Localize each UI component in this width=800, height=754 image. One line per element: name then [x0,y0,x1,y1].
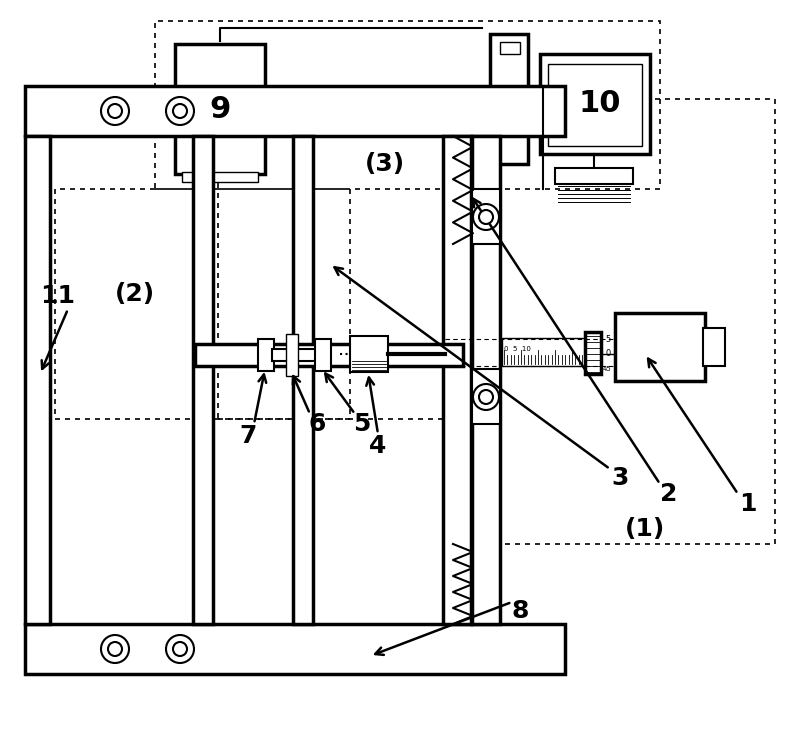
Polygon shape [315,339,331,371]
Text: 2: 2 [660,482,678,506]
Polygon shape [585,332,601,374]
Polygon shape [293,136,313,624]
Polygon shape [472,369,500,424]
Polygon shape [193,136,213,624]
Text: 5: 5 [605,336,610,345]
Circle shape [479,390,493,404]
Polygon shape [25,624,565,674]
Polygon shape [195,344,463,366]
Polygon shape [350,336,388,372]
Polygon shape [555,168,633,184]
Text: (2): (2) [115,282,155,306]
Circle shape [173,642,187,656]
Text: 0  5  10: 0 5 10 [504,346,531,352]
Text: 1: 1 [739,492,757,516]
Polygon shape [182,172,258,182]
Text: 4: 4 [370,434,386,458]
Text: 5: 5 [354,412,370,436]
Polygon shape [548,64,642,146]
Circle shape [101,635,129,663]
Text: 9: 9 [210,94,230,124]
Text: 6: 6 [308,412,326,436]
Polygon shape [540,54,650,154]
Polygon shape [472,189,500,244]
Circle shape [108,104,122,118]
Polygon shape [25,86,565,136]
Text: (1): (1) [625,517,665,541]
Polygon shape [25,136,50,624]
Text: 3: 3 [611,466,629,490]
Circle shape [473,204,499,230]
Circle shape [101,97,129,125]
Circle shape [166,635,194,663]
Circle shape [166,97,194,125]
Polygon shape [286,334,298,376]
Text: (3): (3) [365,152,405,176]
Polygon shape [490,34,528,164]
Polygon shape [500,42,520,54]
Circle shape [473,384,499,410]
Polygon shape [258,339,274,371]
Polygon shape [272,349,317,361]
Circle shape [479,210,493,224]
Text: 7: 7 [239,424,257,448]
Text: 8: 8 [511,599,529,623]
Polygon shape [502,338,587,366]
Circle shape [173,104,187,118]
Polygon shape [472,136,500,624]
Text: 45: 45 [603,366,612,372]
Polygon shape [175,44,265,174]
Polygon shape [615,313,705,381]
Polygon shape [443,136,471,624]
Circle shape [108,642,122,656]
Text: 11: 11 [41,284,75,308]
Text: 10: 10 [578,90,622,118]
Polygon shape [703,328,725,366]
Text: 0: 0 [605,350,610,358]
